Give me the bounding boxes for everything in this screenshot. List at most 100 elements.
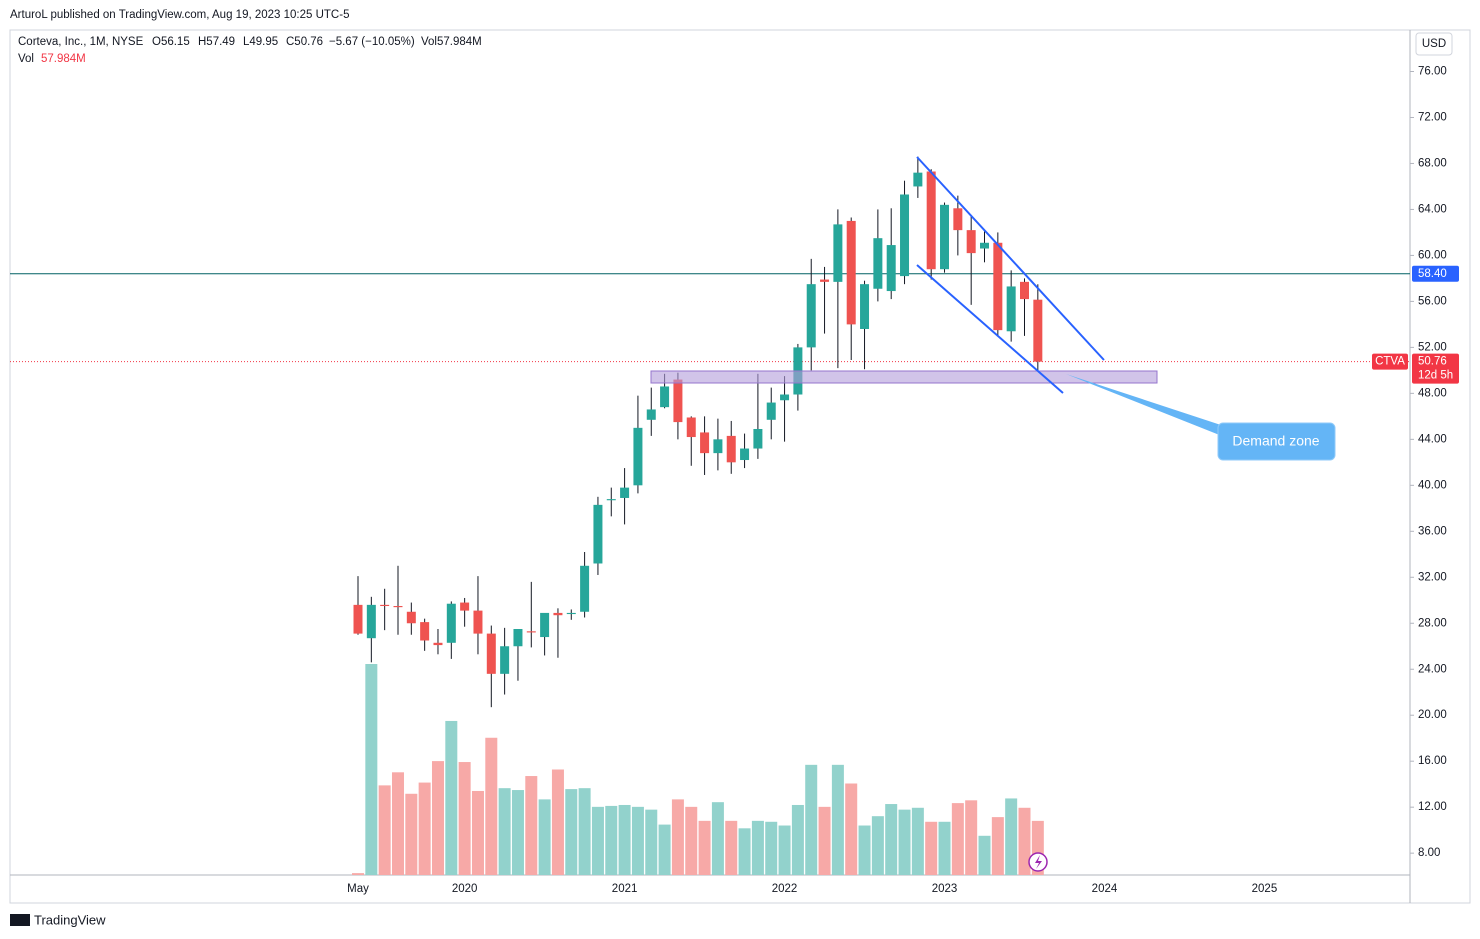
volume-bar <box>525 776 538 875</box>
x-tick-label: 2020 <box>452 883 478 895</box>
volume-bar <box>898 809 911 875</box>
volume-bar <box>765 821 778 875</box>
volume-bar <box>471 790 484 875</box>
x-tick-label: May <box>347 883 369 895</box>
x-tick-label: 2025 <box>1252 883 1278 895</box>
candle-body <box>1006 286 1016 332</box>
volume-bar <box>1018 807 1031 875</box>
volume-bar <box>951 803 964 875</box>
candle-body <box>526 631 536 633</box>
volume-bar <box>965 800 978 875</box>
candle-body <box>353 604 363 634</box>
callout-text: Demand zone <box>1232 433 1319 449</box>
candle-body <box>980 242 990 249</box>
y-tick-label: 20.00 <box>1418 709 1447 721</box>
candle-body <box>873 238 883 289</box>
candle-body <box>926 171 936 270</box>
volume-bar <box>911 807 924 875</box>
candle-body <box>553 612 563 616</box>
price-line-label: 58.40 <box>1418 268 1447 280</box>
candle-body <box>393 606 403 608</box>
volume-bar <box>751 820 764 875</box>
currency[interactable]: USD <box>1422 38 1446 50</box>
candle-body <box>820 279 830 282</box>
volume-bar <box>978 835 991 875</box>
candle-body <box>966 230 976 254</box>
candle-body <box>900 194 910 277</box>
y-tick-label: 72.00 <box>1418 112 1447 124</box>
y-tick-label: 28.00 <box>1418 617 1447 629</box>
volume-bar <box>565 789 578 875</box>
candle-body <box>673 379 683 423</box>
candle-body <box>846 220 856 325</box>
volume-bar <box>645 809 658 875</box>
candle-body <box>753 428 763 449</box>
volume-bar <box>498 788 511 875</box>
symbol-tag <box>1372 353 1408 370</box>
x-tick-label: 2023 <box>932 883 958 895</box>
y-tick-label: 60.00 <box>1418 249 1447 261</box>
volume-bar <box>805 764 818 875</box>
volume-bar <box>738 828 751 875</box>
volume-bar <box>925 821 938 875</box>
legend-symbol: Corteva, Inc., 1M, NYSE <box>18 36 144 48</box>
candle-body <box>700 432 710 454</box>
volume-value: 57.984M <box>41 53 86 65</box>
brand-logo <box>10 914 30 926</box>
candle-body <box>806 284 816 348</box>
volume-bar <box>658 824 671 875</box>
volume-bar <box>618 804 631 875</box>
countdown-label: 12d 5h <box>1418 370 1453 382</box>
volume-bar <box>671 799 684 875</box>
volume-bar <box>858 825 871 875</box>
y-tick-label: 12.00 <box>1418 801 1447 813</box>
volume-bar <box>458 762 471 875</box>
volume-bar <box>418 782 431 875</box>
x-tick-label: 2021 <box>612 883 638 895</box>
candle-body <box>713 439 723 454</box>
volume-bar <box>352 873 364 875</box>
candle-body <box>606 499 616 501</box>
symbol-label: CTVA <box>1375 356 1405 368</box>
last-price-tag <box>1412 353 1459 384</box>
legend-open: O56.15 <box>152 36 190 48</box>
candle-body <box>446 603 456 643</box>
currency-button[interactable] <box>1415 32 1453 56</box>
callout <box>1217 422 1336 461</box>
header: ArturoL published on TradingView.com, Au… <box>10 9 349 21</box>
volume-bar <box>405 793 418 875</box>
candle-body <box>380 604 390 607</box>
x-tick-label: 2022 <box>772 883 798 895</box>
candle-body <box>420 622 430 641</box>
volume-bar <box>871 816 884 875</box>
volume-bar <box>1005 798 1018 875</box>
volume-bar <box>485 737 498 875</box>
volume-bar <box>845 783 858 875</box>
volume-bar <box>511 790 524 875</box>
y-tick-label: 76.00 <box>1418 66 1447 78</box>
volume-bar <box>885 804 898 875</box>
legend-low: L49.95 <box>243 36 278 48</box>
candle-body <box>633 427 643 486</box>
y-tick-label: 48.00 <box>1418 387 1447 399</box>
y-tick-label: 32.00 <box>1418 571 1447 583</box>
candle-body <box>780 394 790 401</box>
event-icon-bolt <box>1035 855 1042 869</box>
candle-body <box>486 633 496 674</box>
volume-bar <box>605 805 618 875</box>
volume-bar <box>378 785 391 875</box>
candle-body <box>660 386 670 408</box>
candle-body <box>460 602 470 611</box>
candle-body <box>566 612 576 615</box>
volume-name: Vol <box>18 53 34 65</box>
y-tick-label: 64.00 <box>1418 203 1447 215</box>
volume-bar <box>591 806 604 875</box>
legend-close: C50.76 <box>286 36 323 48</box>
callout-pointer <box>1066 374 1230 436</box>
candle-body <box>913 172 923 187</box>
plot: 8.00 12.00 16.00 20.00 24.00 28.00 32.00 36.00 4… <box>10 66 1447 895</box>
volume-bar <box>698 820 711 875</box>
